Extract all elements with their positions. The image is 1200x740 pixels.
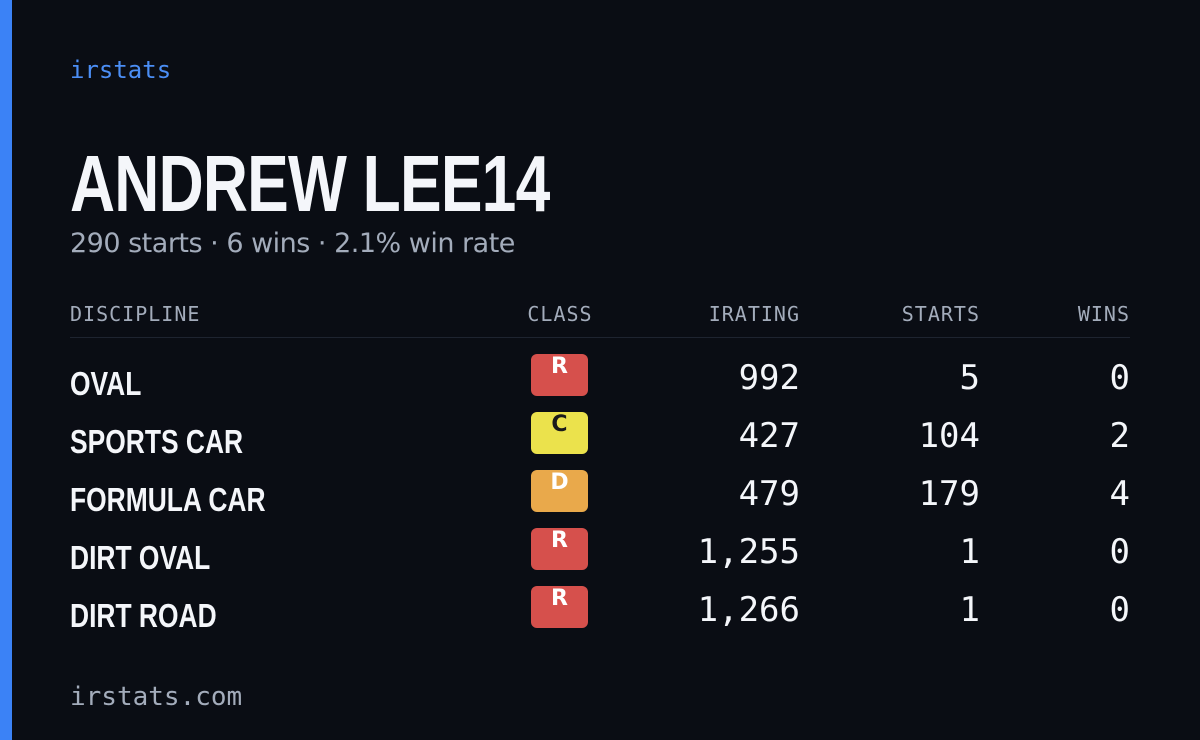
wins: 0 [1109,358,1130,398]
summary: 290 starts · 6 wins · 2.1% win rate [70,228,515,259]
accent-bar [0,0,12,740]
driver-name: ANDREW LEE14 [70,139,550,228]
starts: 104 [918,416,980,456]
irating: 1,266 [697,590,800,630]
discipline: SPORTS CAR [70,423,244,460]
starts: 179 [918,474,980,514]
irating: 427 [738,416,800,456]
column-header: IRATING [708,302,800,326]
class-badge: R [531,586,588,628]
wins: 2 [1109,416,1130,456]
starts: 5 [959,358,980,398]
class-badge: D [531,470,588,512]
discipline: DIRT ROAD [70,597,217,634]
irating: 1,255 [697,532,800,572]
discipline: FORMULA CAR [70,481,266,518]
class-badge: R [531,528,588,570]
brand: irstats [70,56,172,84]
starts: 1 [959,590,980,630]
class-badge: R [531,354,588,396]
header-rule [70,337,1130,338]
footer: irstats.com [70,682,243,712]
discipline: DIRT OVAL [70,539,211,576]
class-badge: C [531,412,588,454]
irating: 479 [738,474,800,514]
column-header: CLASS [527,302,593,326]
wins: 0 [1109,532,1130,572]
irating: 992 [738,358,800,398]
wins: 0 [1109,590,1130,630]
column-header: STARTS [901,302,980,326]
discipline: OVAL [70,365,142,402]
starts: 1 [959,532,980,572]
wins: 4 [1109,474,1130,514]
column-header: WINS [1077,302,1130,326]
column-header: DISCIPLINE [70,302,201,326]
